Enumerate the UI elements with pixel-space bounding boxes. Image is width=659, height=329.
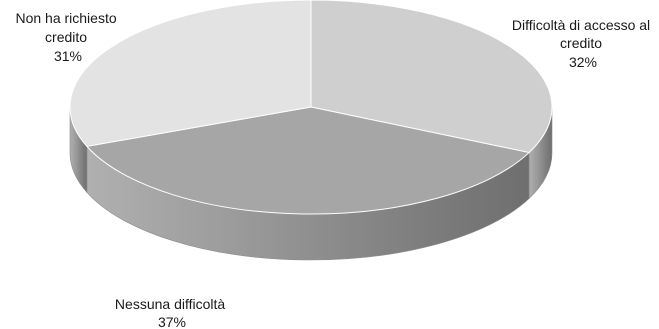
- pie-slice-no-credit-request: [69, 0, 312, 147]
- slice-label-no-difficulty: Nessuna difficoltà 37%: [115, 296, 229, 329]
- slice-label-no-credit-request-line1: Non ha richiesto: [15, 10, 116, 26]
- slice-label-no-difficulty-line1: Nessuna difficoltà: [115, 296, 225, 312]
- slice-label-access-difficulty-line2: credito: [560, 35, 602, 51]
- slice-label-access-difficulty-line1: Difficoltà di accesso al: [512, 17, 650, 33]
- slice-value-no-difficulty: 37%: [158, 314, 186, 329]
- slice-label-access-difficulty: Difficoltà di accesso al credito 32%: [512, 17, 654, 70]
- pie-top-layer: [69, 0, 553, 215]
- slice-label-no-credit-request-line2: credito: [45, 29, 87, 45]
- slice-label-no-credit-request: Non ha richiesto credito 31%: [15, 10, 120, 64]
- pie-slice-no-difficulty: [85, 106, 531, 215]
- pie-slice-access-difficulty: [310, 0, 553, 154]
- slice-value-access-difficulty: 32%: [569, 54, 597, 70]
- slice-value-no-credit-request: 31%: [54, 48, 82, 64]
